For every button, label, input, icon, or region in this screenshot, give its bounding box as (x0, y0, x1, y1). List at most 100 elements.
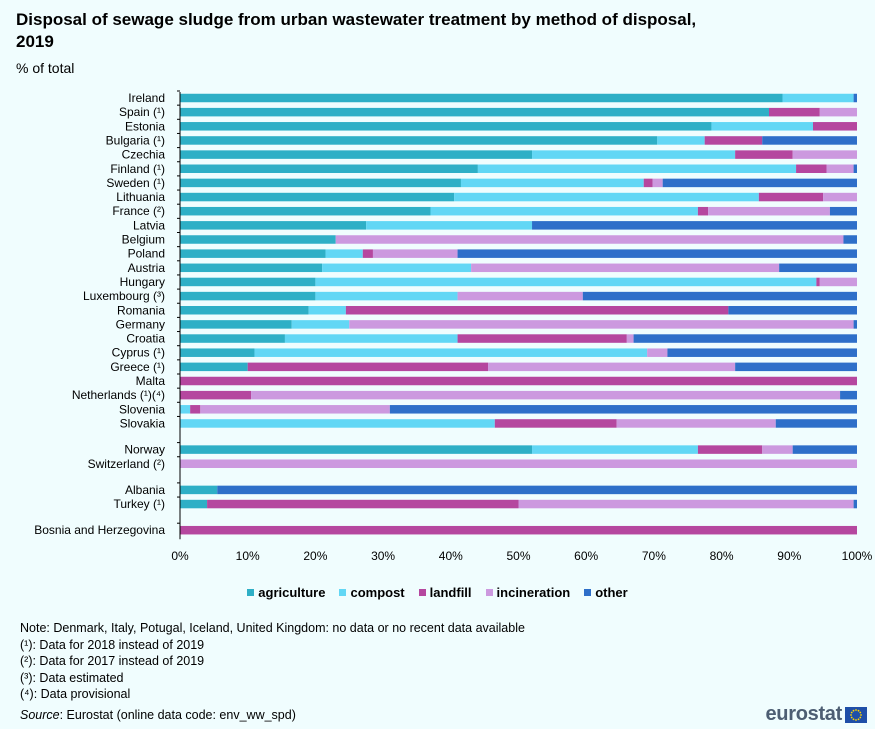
bar-segment-incineration (762, 445, 793, 454)
source-line: Source: Eurostat (online data code: env_… (20, 708, 296, 722)
bar-segment-agriculture (180, 122, 712, 131)
source-label: Source (20, 708, 60, 722)
bar-segment-landfill (812, 122, 857, 131)
category-label: Ireland (128, 91, 165, 105)
bar-segment-compost (291, 320, 350, 329)
legend-swatch (584, 589, 592, 596)
x-tick-label: 30% (371, 549, 395, 563)
bar-segment-agriculture (180, 192, 455, 202)
notes: Note: Denmark, Italy, Potugal, Iceland, … (20, 620, 525, 703)
bar-segment-landfill (180, 376, 857, 386)
bar-segment-agriculture (180, 164, 478, 173)
legend-item-agriculture: agriculture (247, 585, 325, 600)
category-label: Malta (136, 374, 166, 388)
legend-swatch (485, 589, 493, 596)
bar-segment-incineration (335, 235, 844, 244)
bar-segment-compost (430, 206, 698, 216)
category-label: Lithuania (116, 190, 165, 204)
bar-segment-incineration (488, 362, 736, 372)
bar-segment-compost (180, 405, 191, 414)
category-label: Slovenia (119, 402, 165, 416)
bar-segment-incineration (200, 405, 390, 414)
legend-item-incineration: incineration (485, 585, 570, 600)
bar-segment-landfill (180, 525, 857, 535)
category-label: Bosnia and Herzegovina (34, 523, 165, 537)
legend-swatch (418, 589, 426, 596)
bar-segment-compost (284, 334, 458, 343)
bar-segment-other (735, 362, 857, 372)
bar-segment-other (582, 291, 857, 301)
bar-segment-agriculture (180, 178, 461, 188)
category-label: Netherlands (¹)(⁴) (72, 388, 165, 402)
bar-segment-incineration (826, 164, 854, 173)
footnote-2: (²): Data for 2017 instead of 2019 (20, 654, 205, 668)
category-label: Latvia (133, 218, 165, 232)
bar-segment-compost (782, 93, 854, 103)
bar-segment-agriculture (180, 277, 316, 287)
x-tick-label: 60% (574, 549, 598, 563)
legend-item-landfill: landfill (418, 585, 472, 600)
bar-segment-agriculture (180, 334, 285, 343)
footnote-1: (¹): Data for 2018 instead of 2019 (20, 637, 205, 652)
x-tick-label: 90% (777, 549, 801, 563)
bar-segment-compost (254, 348, 648, 357)
bar-segment-compost (308, 306, 346, 315)
chart-title: Disposal of sewage sludge from urban was… (16, 10, 697, 51)
bar-segment-other (792, 445, 857, 454)
x-tick-label: 50% (506, 549, 530, 563)
bar-segment-other (633, 334, 857, 343)
bar-segment-agriculture (180, 291, 316, 301)
bar-segment-incineration (180, 459, 857, 468)
bar-segment-incineration (372, 249, 458, 258)
bar-segment-agriculture (180, 499, 208, 509)
bar-segment-compost (322, 263, 472, 273)
bar-segment-agriculture (180, 93, 783, 103)
bar-segment-agriculture (180, 249, 326, 258)
category-label: Norway (124, 443, 165, 457)
bar-segment-incineration (819, 277, 857, 287)
bar-segment-incineration (652, 178, 663, 188)
bar-segment-other (779, 263, 857, 273)
legend-item-other: other (584, 585, 628, 600)
category-label: Bulgaria (¹) (106, 133, 165, 147)
bar-segment-landfill (207, 499, 519, 509)
bar-segment-compost (657, 136, 705, 145)
bar-segment-compost (366, 221, 533, 230)
category-label: Austria (128, 261, 166, 275)
x-tick-label: 40% (439, 549, 463, 563)
category-label: Luxembourg (³) (83, 289, 165, 303)
bar-segment-other (762, 136, 857, 145)
x-tick-label: 80% (710, 549, 734, 563)
bar-segment-landfill (180, 390, 252, 400)
bar-segment-landfill (247, 362, 489, 372)
legend-label: landfill (429, 585, 472, 600)
bar-segment-other (667, 348, 857, 357)
bar-segment-agriculture (180, 221, 367, 230)
legend-label: agriculture (258, 585, 326, 600)
bar-segment-agriculture (180, 306, 309, 315)
legend-swatch (247, 589, 255, 596)
logo-text: eurostat (765, 703, 842, 725)
bar-segment-compost (532, 150, 736, 159)
bar-segment-incineration (251, 390, 841, 400)
legend-swatch (339, 589, 347, 596)
bar-segment-landfill (735, 150, 793, 159)
note-main: Note: Denmark, Italy, Potugal, Iceland, … (20, 621, 525, 635)
category-label: Slovakia (120, 416, 166, 430)
x-tick-label: 10% (236, 549, 260, 563)
bar-segment-other (853, 93, 857, 103)
bar-segment-other (853, 320, 857, 329)
category-label: Estonia (125, 119, 165, 133)
x-tick-label: 70% (642, 549, 666, 563)
bar-segment-other (457, 249, 857, 258)
bar-segment-landfill (796, 164, 827, 173)
bar-segment-compost (460, 178, 644, 188)
bar-segment-compost (454, 192, 759, 202)
bar-segment-landfill (494, 419, 617, 428)
x-tick-label: 0% (171, 549, 189, 563)
bar-segment-incineration (626, 334, 634, 343)
category-label: Spain (¹) (119, 105, 165, 119)
bar-segment-agriculture (180, 150, 533, 159)
bar-segment-other (840, 390, 857, 400)
